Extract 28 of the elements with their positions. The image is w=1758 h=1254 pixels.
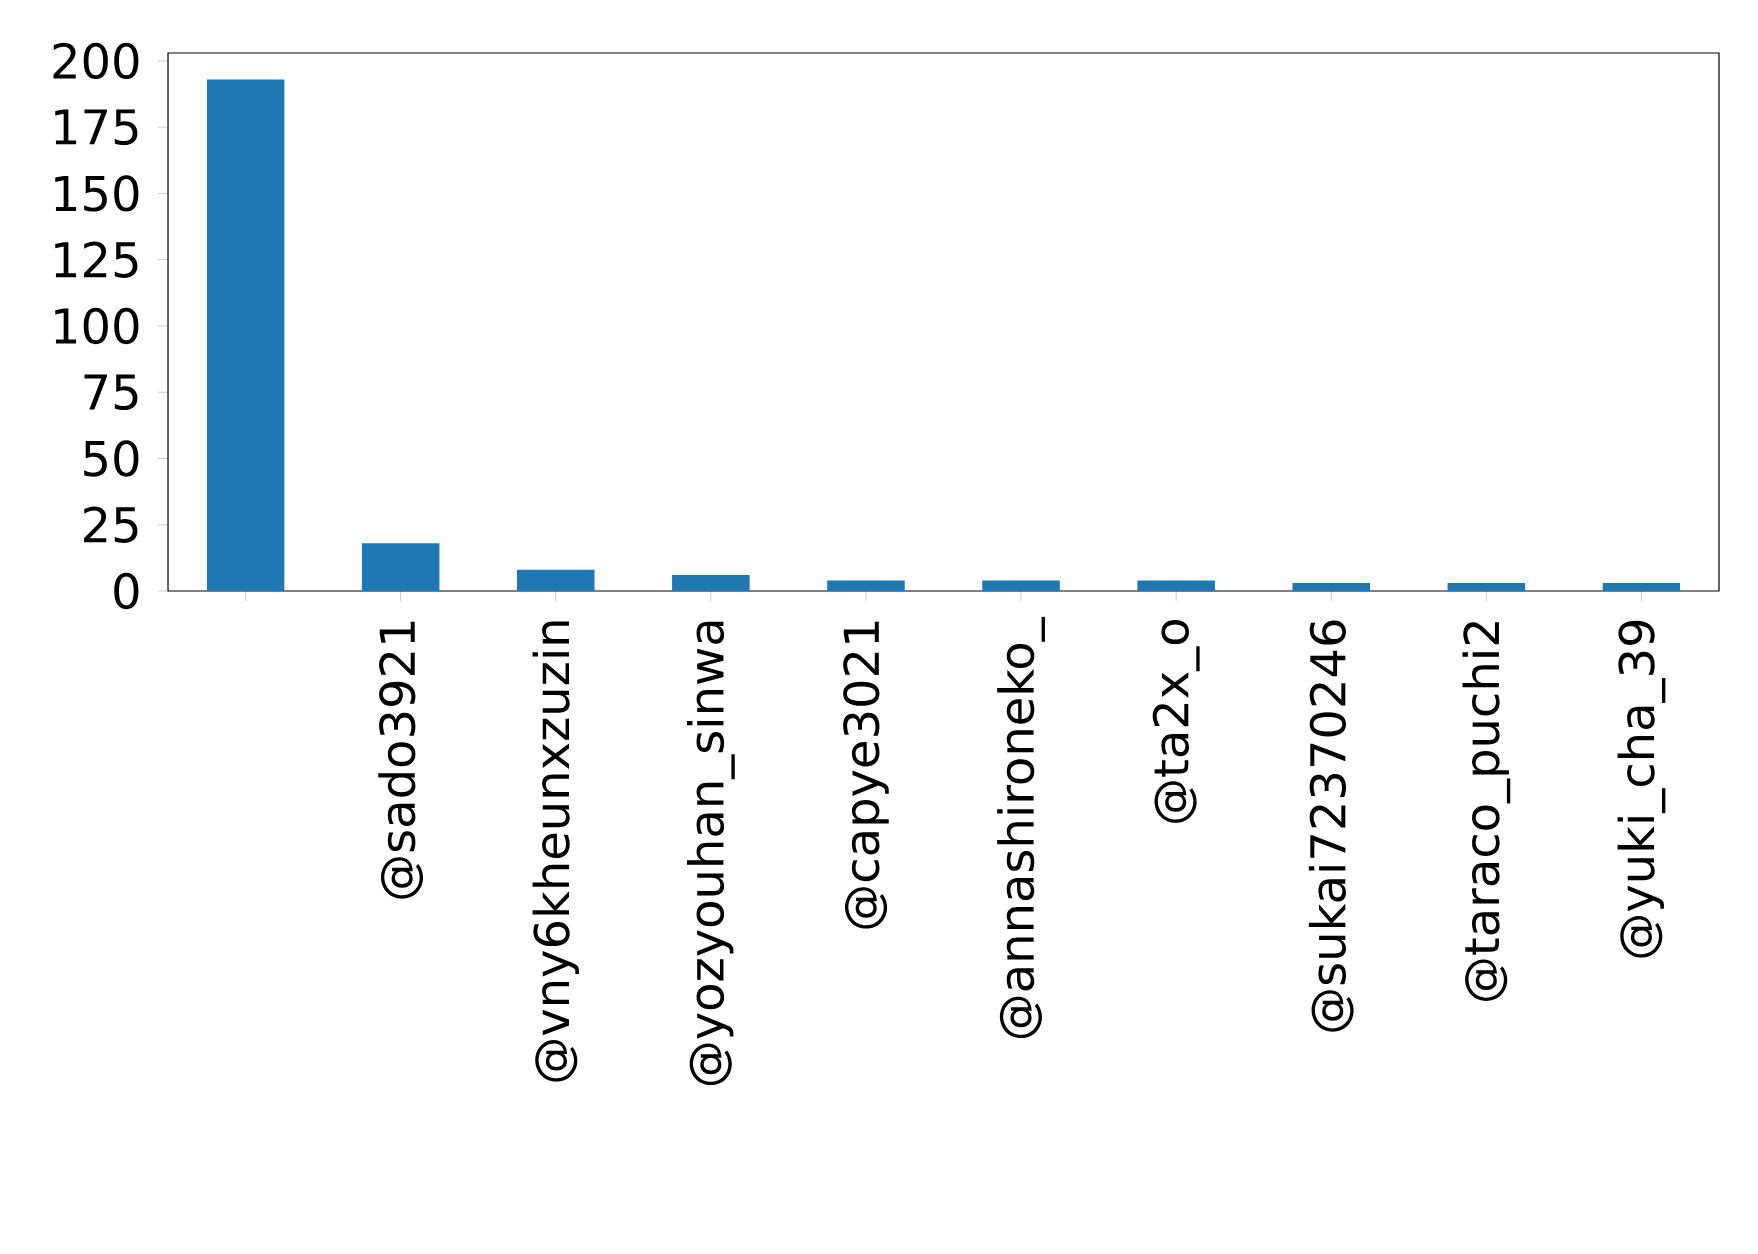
x-tick-label: @capye3021 [843, 621, 889, 929]
bar [1292, 583, 1371, 591]
x-tick-label: @annashironeko_ [997, 616, 1045, 1039]
x-tick-label: @ta2x_o [1152, 620, 1200, 823]
bar [827, 580, 905, 591]
y-tick-label: 75 [84, 374, 138, 411]
y-tick-label: 200 [53, 42, 139, 80]
x-tick-label: @sado3921 [378, 621, 424, 899]
y-tick-label: 50 [84, 440, 139, 477]
y-tick-label: 0 [114, 572, 139, 610]
bar [1602, 583, 1681, 591]
bar [672, 575, 750, 591]
x-tick-label: @yozyouhan_sinwa [686, 621, 735, 1086]
bar [982, 580, 1060, 591]
y-tick-label: 25 [84, 506, 138, 543]
x-tick-label: @taraco_puchi2 [1462, 622, 1511, 1001]
bar [1137, 580, 1215, 591]
bar [206, 79, 285, 591]
x-tick-label: @yuki_cha_39 [1617, 620, 1666, 958]
bar [516, 569, 595, 591]
y-tick-label: 175 [55, 109, 138, 146]
x-tick-label: @sukai72370246 [1308, 620, 1354, 1032]
y-tick-label: 100 [55, 307, 139, 345]
bar [361, 543, 440, 591]
y-tick-label: 125 [55, 241, 138, 278]
bar [1447, 583, 1526, 591]
y-tick-label: 150 [55, 175, 139, 212]
x-tick-label: @vny6kheunxzuzin [532, 621, 579, 1082]
